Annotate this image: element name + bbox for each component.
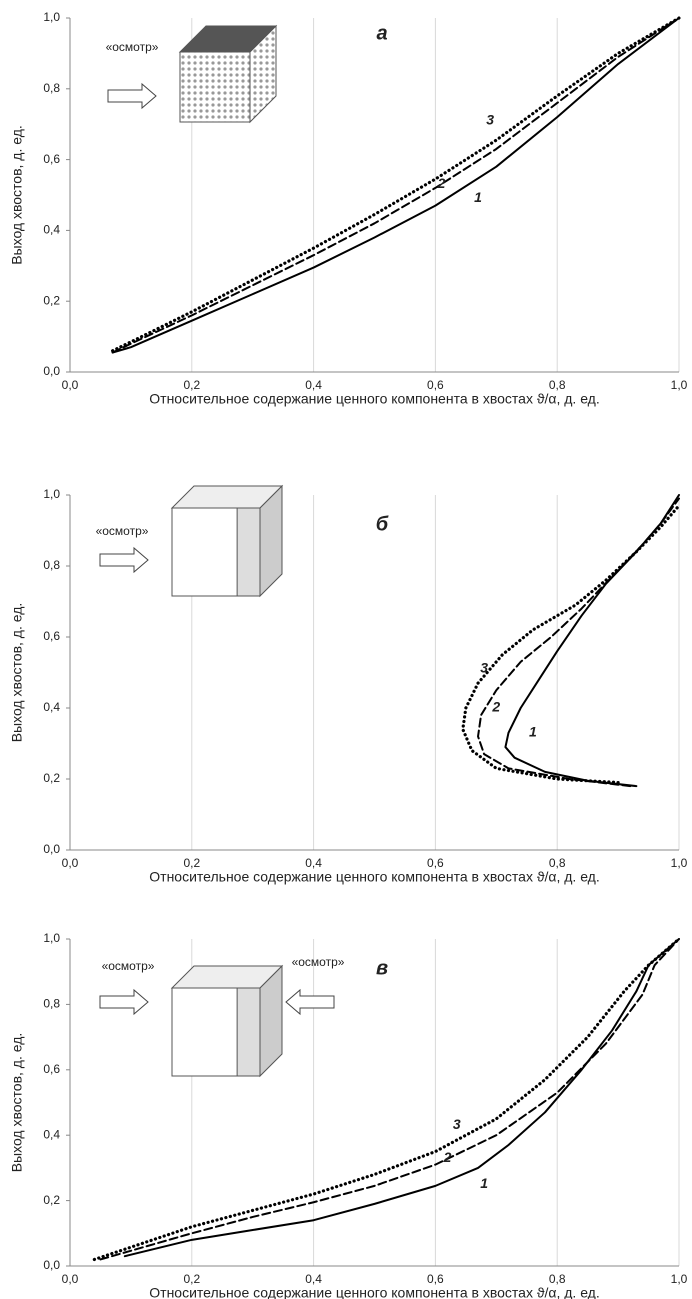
x-tick-label: 0,6 [427, 1272, 444, 1286]
x-tick-label: 0,4 [305, 378, 322, 392]
arrow [99, 546, 149, 574]
arrow [285, 988, 335, 1016]
y-tick-label: 0,6 [43, 1062, 60, 1076]
arrow [107, 82, 157, 110]
series-line [504, 494, 680, 788]
series-label: 1 [480, 1175, 488, 1191]
x-tick-label: 0,4 [305, 1272, 322, 1286]
y-tick-label: 1,0 [43, 487, 60, 501]
y-tick-label: 0,8 [43, 81, 60, 95]
x-tick-label: 0,2 [183, 378, 200, 392]
series-line [99, 938, 680, 1261]
y-tick-label: 0,0 [43, 842, 60, 856]
series-label: 2 [437, 175, 446, 191]
series-label: 2 [491, 699, 500, 715]
x-tick-label: 0,8 [549, 1272, 566, 1286]
series-line [111, 17, 680, 354]
y-tick-label: 0,4 [43, 223, 60, 237]
panel-letter: а [376, 22, 387, 44]
y-tick-label: 0,8 [43, 558, 60, 572]
series-label: 1 [474, 189, 482, 205]
x-tick-label: 0,2 [183, 1272, 200, 1286]
y-axis-title: Выход хвостов, д. ед. [9, 603, 25, 743]
x-tick-label: 1,0 [671, 856, 688, 870]
y-tick-label: 0,8 [43, 997, 60, 1011]
x-tick-label: 0,8 [549, 856, 566, 870]
cube-front [179, 51, 251, 123]
annotation: «осмотр» [106, 40, 159, 54]
y-tick-label: 0,6 [43, 152, 60, 166]
y-tick-label: 0,2 [43, 293, 60, 307]
y-tick-label: 0,0 [43, 1258, 60, 1272]
x-tick-label: 0,0 [62, 378, 79, 392]
cube-layer [236, 987, 261, 1077]
x-axis-title: Относительное содержание ценного компоне… [149, 869, 599, 885]
series-label: 1 [529, 724, 537, 740]
annotation: «осмотр» [96, 524, 149, 538]
x-axis-title: Относительное содержание ценного компоне… [149, 391, 599, 407]
y-axis-title: Выход хвостов, д. ед. [9, 1033, 25, 1173]
annotation: «осмотр» [102, 959, 155, 973]
y-tick-label: 0,4 [43, 700, 60, 714]
series-line [477, 497, 680, 788]
annotation: «осмотр» [292, 955, 345, 969]
series-line [111, 16, 681, 353]
x-tick-label: 0,0 [62, 856, 79, 870]
panel-letter: б [376, 513, 389, 535]
series-line [111, 17, 680, 354]
x-axis-title: Относительное содержание ценного компоне… [149, 1285, 599, 1299]
series-line [461, 504, 681, 785]
x-tick-label: 0,6 [427, 856, 444, 870]
series-label: 3 [453, 1116, 461, 1132]
y-tick-label: 1,0 [43, 931, 60, 945]
y-tick-label: 0,2 [43, 771, 60, 785]
x-tick-label: 1,0 [671, 1272, 688, 1286]
series-label: 3 [486, 111, 494, 127]
x-tick-label: 0,8 [549, 378, 566, 392]
y-tick-label: 1,0 [43, 10, 60, 24]
arrow [99, 988, 149, 1016]
y-tick-label: 0,6 [43, 629, 60, 643]
x-tick-label: 0,0 [62, 1272, 79, 1286]
series-line [123, 938, 680, 1258]
cube-layer [236, 507, 261, 597]
x-tick-label: 0,4 [305, 856, 322, 870]
series-line [92, 937, 681, 1262]
panel-letter: в [376, 957, 388, 979]
y-tick-label: 0,0 [43, 364, 60, 378]
series-label: 3 [480, 660, 488, 676]
x-tick-label: 0,2 [183, 856, 200, 870]
y-tick-label: 0,2 [43, 1193, 60, 1207]
series-label: 2 [443, 1149, 452, 1165]
x-tick-label: 0,6 [427, 378, 444, 392]
x-tick-label: 1,0 [671, 378, 688, 392]
y-tick-label: 0,4 [43, 1127, 60, 1141]
y-axis-title: Выход хвостов, д. ед. [9, 125, 25, 265]
